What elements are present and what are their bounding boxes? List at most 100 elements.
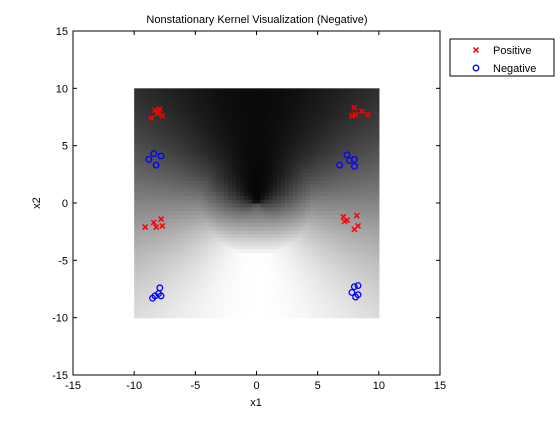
x-tick-label: 0	[253, 380, 259, 392]
heatmap-cell	[264, 256, 270, 261]
heatmap-cell	[276, 260, 282, 265]
heatmap-cell	[236, 160, 241, 166]
heatmap-cell	[350, 183, 355, 189]
heatmap-cell	[260, 298, 266, 303]
heatmap-cell	[223, 164, 229, 170]
heatmap-cell	[207, 206, 213, 212]
heatmap-cell	[211, 203, 217, 208]
heatmap-cell	[252, 130, 258, 135]
heatmap-cell	[219, 222, 225, 227]
heatmap-cell	[191, 118, 196, 124]
heatmap-cell	[232, 203, 237, 208]
heatmap-cell	[252, 302, 258, 307]
heatmap-cell	[260, 134, 266, 139]
heatmap-cell	[211, 279, 217, 284]
heatmap-cell	[187, 145, 192, 151]
heatmap-cell	[358, 145, 364, 151]
heatmap-cell	[309, 203, 315, 208]
heatmap-cell	[240, 191, 245, 196]
heatmap-cell	[158, 126, 164, 131]
heatmap-cell	[219, 241, 225, 246]
heatmap-cell	[374, 145, 380, 151]
heatmap-cell	[333, 138, 339, 143]
heatmap-cell	[142, 145, 147, 151]
heatmap-cell	[232, 287, 237, 292]
negative-point	[350, 162, 358, 170]
heatmap-cell	[166, 134, 172, 139]
heatmap-cell	[215, 191, 221, 196]
heatmap-cell	[333, 237, 339, 242]
heatmap-cell	[305, 176, 311, 181]
heatmap-cell	[244, 130, 249, 135]
heatmap-cell	[268, 172, 274, 177]
heatmap-cell	[211, 176, 217, 181]
heatmap-cell	[374, 172, 380, 177]
heatmap-cell	[374, 111, 380, 116]
heatmap-cell	[203, 245, 209, 250]
heatmap-cell	[362, 279, 368, 284]
heatmap-cell	[317, 233, 323, 238]
heatmap-cell	[203, 99, 209, 105]
heatmap-cell	[317, 191, 323, 196]
heatmap-cell	[354, 310, 360, 315]
heatmap-cell	[244, 203, 249, 208]
heatmap-cell	[313, 187, 319, 193]
heatmap-cell	[203, 187, 209, 193]
heatmap-cell	[219, 88, 225, 93]
heatmap-cell	[342, 134, 347, 139]
heatmap-cell	[166, 164, 172, 170]
heatmap-cell	[138, 218, 143, 223]
heatmap-cell	[158, 264, 164, 269]
heatmap-cell	[309, 134, 315, 139]
heatmap-cell	[236, 99, 241, 105]
heatmap-cell	[325, 203, 331, 208]
heatmap-cell	[268, 218, 274, 223]
heatmap-cell	[321, 107, 327, 112]
heatmap-cell	[329, 141, 335, 147]
heatmap-cell	[162, 164, 168, 170]
heatmap-cell	[301, 180, 307, 185]
heatmap-cell	[354, 183, 360, 189]
heatmap-cell	[227, 180, 233, 185]
heatmap-cell	[232, 283, 237, 288]
heatmap-cell	[146, 191, 152, 196]
heatmap-cell	[240, 260, 245, 265]
heatmap-cell	[211, 267, 217, 273]
heatmap-cell	[174, 241, 180, 246]
heatmap-cell	[350, 88, 355, 93]
heatmap-cell	[252, 248, 258, 254]
heatmap-cell	[166, 111, 172, 116]
heatmap-cell	[301, 149, 307, 154]
heatmap-cell	[183, 264, 188, 269]
heatmap-cell	[293, 290, 298, 296]
heatmap-cell	[342, 115, 347, 120]
heatmap-cell	[154, 168, 160, 174]
heatmap-cell	[146, 252, 152, 258]
heatmap-cell	[338, 149, 343, 154]
heatmap-cell	[293, 241, 298, 246]
heatmap-cell	[134, 203, 139, 208]
heatmap-cell	[350, 248, 355, 254]
heatmap-cell	[203, 199, 209, 204]
heatmap-cell	[142, 180, 147, 185]
heatmap-cell	[134, 153, 139, 158]
heatmap-cell	[162, 183, 168, 189]
heatmap-cell	[199, 164, 205, 170]
heatmap-cell	[301, 218, 307, 223]
heatmap-cell	[370, 252, 376, 258]
heatmap-cell	[154, 95, 160, 101]
heatmap-cell	[317, 290, 323, 296]
heatmap-cell	[134, 294, 139, 300]
heatmap-cell	[244, 267, 249, 273]
heatmap-cell	[256, 160, 262, 166]
heatmap-cell	[329, 218, 335, 223]
heatmap-cell	[219, 206, 225, 212]
heatmap-cell	[219, 267, 225, 273]
heatmap-cell	[342, 225, 347, 231]
heatmap-cell	[301, 187, 307, 193]
heatmap-cell	[338, 267, 343, 273]
heatmap-cell	[293, 118, 298, 124]
heatmap-cell	[170, 168, 176, 174]
heatmap-cell	[289, 99, 294, 105]
